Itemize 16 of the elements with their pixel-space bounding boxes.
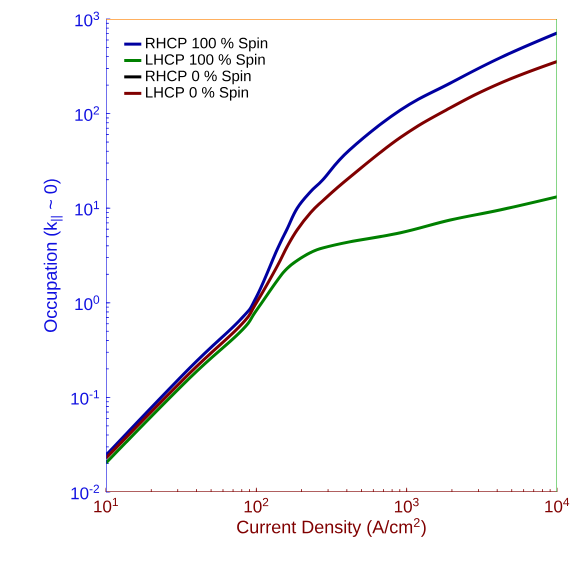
x-axis-title: Current Density (A/cm$^{2}$): [237, 518, 426, 537]
y-axis-title: Occupation (k$_{||}$ ~ 0): [44, 179, 63, 332]
x-tick-label: 10$^{2}$: [244, 498, 268, 513]
y-tick-label: 10$^{0}$: [75, 295, 100, 310]
y-tick-label: 10$^{2}$: [75, 106, 100, 121]
y-tick-label: 10$^{-2}$: [71, 484, 100, 500]
legend-label: RHCP 0 % Spin: [146, 70, 251, 84]
x-tick-label: 10$^{1}$: [94, 498, 118, 512]
y-tick-label: 10$^{-1}$: [71, 390, 100, 405]
x-tick-label: 10$^{4}$: [545, 498, 570, 512]
legend-label: LHCP 100 % Spin: [146, 54, 265, 68]
legend-label: RHCP 100 % Spin: [146, 37, 268, 52]
legend-label: LHCP 0 % Spin: [146, 86, 248, 101]
y-tick-label: 10$^{3}$: [75, 12, 100, 26]
x-tick-label: 10$^{3}$: [394, 498, 419, 513]
y-tick-label: 10$^{1}$: [75, 200, 100, 216]
